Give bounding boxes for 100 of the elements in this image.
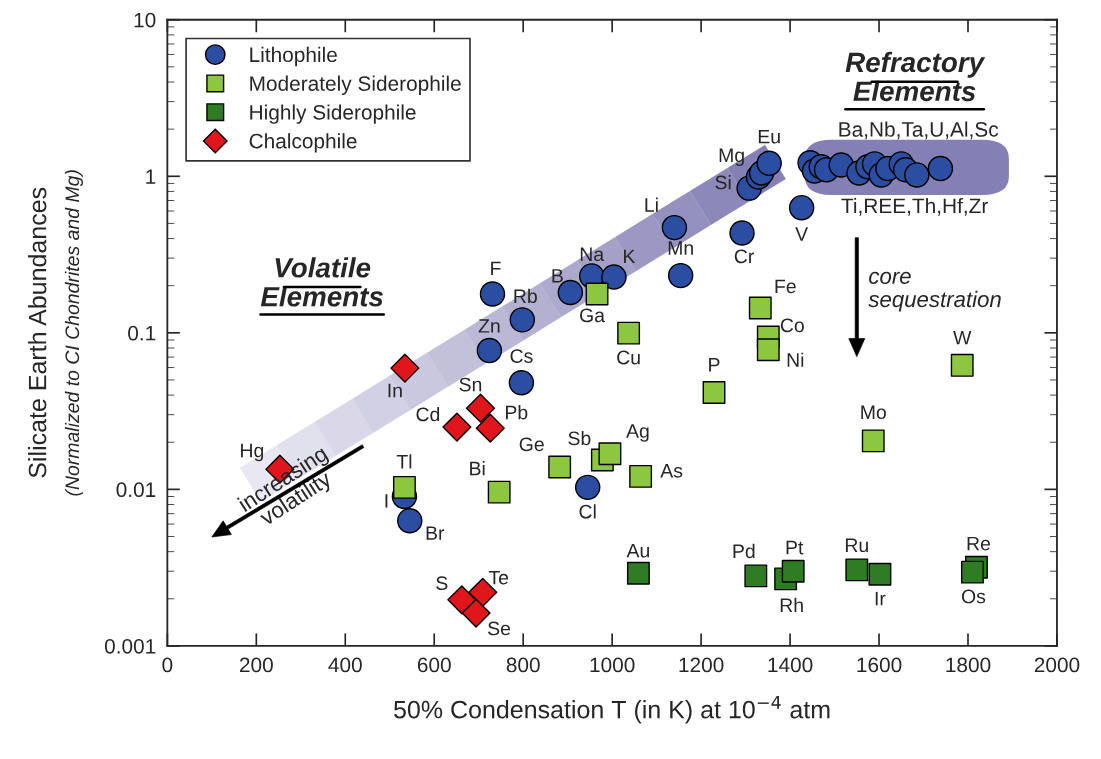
y-axis-title: Silicate Earth Abundances xyxy=(28,187,47,478)
point xyxy=(729,220,755,246)
x-tick-label: 800 xyxy=(506,657,540,673)
point xyxy=(442,412,472,442)
point xyxy=(598,442,622,466)
annotation: Volatile Elements xyxy=(260,257,383,307)
annotation: Zn xyxy=(478,319,500,333)
annotation: core sequestration xyxy=(868,271,1001,312)
point xyxy=(748,296,772,320)
legend-label: Moderately Siderophile xyxy=(250,75,461,96)
point xyxy=(548,455,572,479)
annotation: P xyxy=(709,358,720,372)
point xyxy=(447,585,477,615)
annotation: Pb xyxy=(505,405,528,420)
annotation: F xyxy=(491,261,501,276)
point xyxy=(667,262,694,289)
annotation: Au xyxy=(626,543,649,558)
point xyxy=(868,562,892,586)
point xyxy=(845,558,869,582)
annotation: Ni xyxy=(787,352,804,367)
annotation: Mg xyxy=(719,148,744,167)
point xyxy=(392,475,416,499)
point xyxy=(585,282,609,306)
point xyxy=(927,155,954,182)
annotation: Mn xyxy=(668,241,693,255)
point xyxy=(476,337,503,364)
y-tick-label: 0.1 xyxy=(128,325,156,341)
x-tick-label: 0 xyxy=(162,657,173,673)
x-tick-label: 200 xyxy=(239,657,273,673)
annotation: Te xyxy=(488,570,509,585)
annotation: Rb xyxy=(514,288,537,304)
annotation: Mo xyxy=(861,405,886,420)
x-tick-label: 400 xyxy=(328,657,362,673)
annotation: Ru xyxy=(845,538,868,553)
point xyxy=(574,474,601,501)
y-tick-label: 0.01 xyxy=(116,482,156,498)
point xyxy=(861,429,885,453)
annotation: Pd xyxy=(733,543,755,559)
annotation: Cl xyxy=(579,504,596,519)
text: (Normalized to CI Chondrites and Mg) xyxy=(64,170,84,496)
annotation: Rh xyxy=(780,597,803,612)
point xyxy=(479,281,506,307)
annotation: V xyxy=(795,227,809,241)
y-tick-label: 0.001 xyxy=(104,638,156,654)
annotation: Ir xyxy=(875,591,886,606)
annotation: Se xyxy=(488,621,511,636)
point xyxy=(465,393,496,423)
point xyxy=(508,369,535,396)
x-tick-label: 1200 xyxy=(679,657,724,673)
annotation: Co xyxy=(780,318,804,333)
point xyxy=(904,162,930,188)
annotation: Na xyxy=(580,247,605,262)
annotation: Cd xyxy=(416,407,440,422)
annotation: Ag xyxy=(626,424,649,442)
point xyxy=(702,380,726,404)
point xyxy=(744,564,768,588)
annotation: Fe xyxy=(775,279,796,294)
x-tick-label: 1600 xyxy=(857,657,902,673)
point xyxy=(601,264,627,290)
point xyxy=(487,480,511,504)
x-axis-title: 50% Condensation T (in K) at 10$^{−4}$ atm xyxy=(394,695,830,724)
annotation: Refractory Elements xyxy=(845,51,986,102)
annotation: Br xyxy=(426,526,445,540)
x-tick-label: 1400 xyxy=(768,657,813,673)
annotation: In xyxy=(388,383,402,398)
y-tick-label: 1 xyxy=(146,169,156,184)
point xyxy=(756,338,780,362)
point xyxy=(781,559,805,583)
annotation: Sn xyxy=(459,377,482,392)
annotation: Ti,REE,Th,Hf,Zr xyxy=(841,197,988,216)
annotation: Ga xyxy=(580,308,605,323)
point xyxy=(950,353,974,377)
x-tick-label: 600 xyxy=(417,657,451,673)
annotation: Li xyxy=(645,197,658,212)
annotation: I xyxy=(385,494,388,508)
point xyxy=(475,413,505,443)
annotation: Pt xyxy=(786,540,804,555)
annotation: Bi xyxy=(470,461,485,476)
annotation: Si xyxy=(715,175,731,190)
annotation: B xyxy=(552,269,563,283)
legend-label: Chalcophile xyxy=(249,133,357,153)
annotation: Ge xyxy=(519,437,544,452)
point xyxy=(788,194,815,221)
point xyxy=(397,508,423,534)
y-tick-label: 10 xyxy=(134,12,156,28)
annotation: Re xyxy=(967,536,991,551)
annotation: W xyxy=(953,330,972,345)
point xyxy=(617,321,641,345)
point xyxy=(626,561,650,585)
legend-label: Lithophile xyxy=(250,46,337,67)
annotation: S xyxy=(436,576,448,591)
annotation: Sb xyxy=(568,430,591,446)
legend-label: Highly Siderophile xyxy=(250,104,416,124)
annotation: Tl xyxy=(396,454,412,469)
annotation: Cu xyxy=(617,350,640,365)
annotation: Os xyxy=(961,589,986,604)
annotation: As xyxy=(660,464,683,478)
x-tick-label: 1800 xyxy=(946,657,991,673)
annotation: Cr xyxy=(734,249,754,264)
annotation: Eu xyxy=(758,129,780,144)
